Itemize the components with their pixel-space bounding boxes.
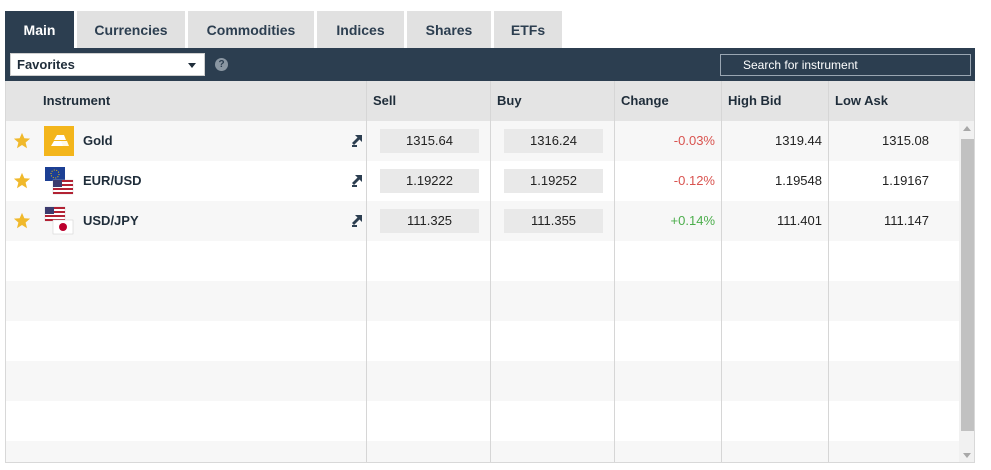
column-divider — [490, 81, 491, 462]
high-bid-value: 1319.44 — [775, 133, 822, 148]
instrument-row-eurusd[interactable]: EUR/USD 1.19222 1.19252 -0.12% 1.19548 1… — [6, 161, 959, 201]
high-bid-value: 111.401 — [776, 213, 822, 228]
tab-main[interactable]: Main — [5, 11, 74, 48]
column-header-sell[interactable]: Sell — [373, 93, 397, 108]
table-row[interactable] — [6, 161, 959, 201]
sell-price-button[interactable]: 1315.64 — [380, 129, 479, 153]
empty-row — [6, 281, 959, 321]
change-value: +0.14% — [670, 213, 715, 228]
empty-row — [6, 401, 959, 441]
list-dropdown[interactable]: Favorites — [10, 53, 205, 76]
tab-commodities[interactable]: Commodities — [188, 11, 314, 48]
tab-currencies[interactable]: Currencies — [77, 11, 185, 48]
instrument-row-gold[interactable]: Gold 1315.64 1316.24 -0.03% 1319.44 1315… — [6, 121, 959, 161]
eur-usd-flags-icon — [45, 167, 74, 195]
low-ask-value: 1.19167 — [882, 173, 929, 188]
scrollbar-thumb[interactable] — [961, 139, 974, 431]
column-header-high-bid[interactable]: High Bid — [728, 93, 782, 108]
column-divider — [721, 81, 722, 462]
chart-link-icon[interactable] — [351, 134, 363, 148]
table-row[interactable] — [6, 121, 959, 161]
tab-etfs[interactable]: ETFs — [494, 11, 562, 48]
caret-down-icon — [188, 63, 196, 68]
search-input[interactable] — [720, 54, 971, 76]
chart-link-icon[interactable] — [351, 174, 363, 188]
sell-price-button[interactable]: 111.325 — [380, 209, 479, 233]
column-header-buy[interactable]: Buy — [497, 93, 522, 108]
help-icon[interactable]: ? — [215, 58, 228, 71]
vertical-scrollbar[interactable] — [959, 121, 974, 462]
column-header-low-ask[interactable]: Low Ask — [835, 93, 888, 108]
favorite-star-icon[interactable] — [13, 212, 31, 230]
gold-bars-icon — [44, 126, 74, 156]
buy-price-button[interactable]: 111.355 — [504, 209, 603, 233]
usd-jpy-flags-icon — [44, 206, 74, 235]
high-bid-value: 1.19548 — [775, 173, 822, 188]
column-divider — [828, 81, 829, 462]
low-ask-value: 1315.08 — [882, 133, 929, 148]
tab-shares[interactable]: Shares — [407, 11, 491, 48]
chart-link-icon[interactable] — [351, 214, 363, 228]
column-divider — [614, 81, 615, 462]
instrument-name: EUR/USD — [83, 173, 142, 188]
empty-row — [6, 241, 959, 281]
instrument-name: Gold — [83, 133, 113, 148]
column-divider — [366, 81, 367, 462]
scroll-up-arrow-icon[interactable] — [963, 126, 971, 131]
sell-price-button[interactable]: 1.19222 — [380, 169, 479, 193]
favorite-star-icon[interactable] — [13, 172, 31, 190]
toolbar: Favorites ? — [5, 48, 975, 81]
buy-price-button[interactable]: 1316.24 — [504, 129, 603, 153]
table-row[interactable] — [6, 201, 959, 241]
change-value: -0.12% — [673, 173, 715, 188]
buy-price-button[interactable]: 1.19252 — [504, 169, 603, 193]
tab-indices[interactable]: Indices — [317, 11, 404, 48]
instrument-name: USD/JPY — [83, 213, 139, 228]
column-header-change[interactable]: Change — [621, 93, 669, 108]
low-ask-value: 111.147 — [883, 213, 929, 228]
column-header-instrument[interactable]: Instrument — [43, 93, 111, 108]
tab-bar: Main Currencies Commodities Indices Shar… — [5, 11, 565, 48]
favorite-star-icon[interactable] — [13, 132, 31, 150]
scroll-down-arrow-icon[interactable] — [963, 453, 971, 458]
instrument-row-usdjpy[interactable]: USD/JPY 111.325 111.355 +0.14% 111.401 1… — [6, 201, 959, 241]
empty-row — [6, 321, 959, 361]
list-dropdown-value: Favorites — [17, 57, 75, 72]
empty-row — [6, 361, 959, 401]
empty-row — [6, 441, 959, 462]
change-value: -0.03% — [673, 133, 715, 148]
instrument-table: Instrument Sell Buy Change High Bid Low … — [5, 81, 975, 463]
